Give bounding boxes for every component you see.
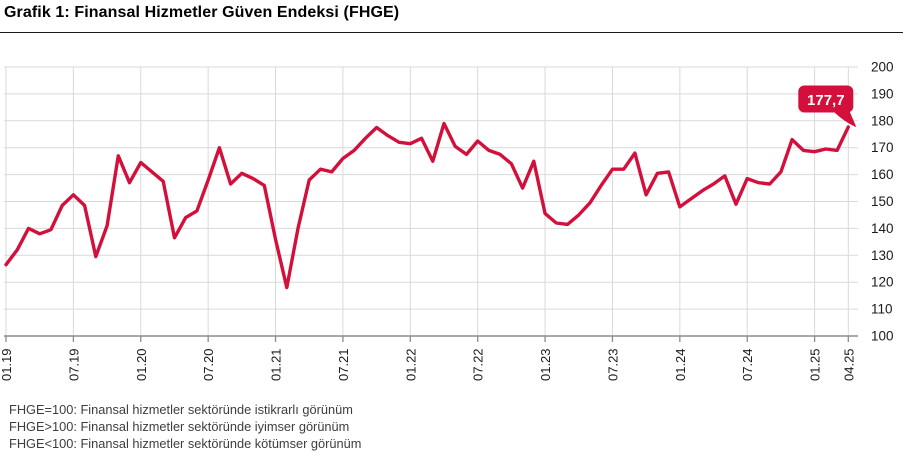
x-axis-tick-label: 07.19 (66, 348, 81, 381)
x-axis-tick-label: 01.23 (538, 348, 553, 381)
x-axis-tick-label: 07.23 (605, 348, 620, 381)
y-axis-tick-label: 130 (871, 248, 894, 263)
chart-title: Grafik 1: Finansal Hizmetler Güven Endek… (4, 4, 400, 21)
x-axis-tick-label: 01.21 (269, 348, 284, 381)
y-axis-tick-label: 100 (871, 329, 894, 344)
footnote-above-100: FHGE>100: Finansal hizmetler sektöründe … (9, 418, 350, 434)
x-axis-tick-label: 07.22 (471, 348, 486, 381)
x-axis-tick-label: 04.25 (841, 348, 856, 381)
x-axis-tick-label: 01.24 (673, 348, 688, 381)
footnote-equal-100: FHGE=100: Finansal hizmetler sektöründe … (9, 402, 353, 417)
x-axis-tick-label: 07.24 (740, 348, 755, 381)
y-axis-tick-label: 140 (871, 221, 894, 236)
y-axis-tick-label: 190 (871, 86, 894, 101)
x-axis-tick-label: 01.25 (808, 348, 823, 381)
y-axis-tick-label: 200 (871, 60, 894, 75)
x-axis-tick-label: 07.20 (201, 348, 216, 381)
y-axis-tick-label: 170 (871, 140, 894, 155)
y-axis-tick-label: 160 (871, 167, 894, 182)
chart-footnotes: FHGE=100: Finansal hizmetler sektöründe … (9, 402, 361, 452)
plot-area: 01.19 07.19 01.20 07.20 01.21 07.21 01.22 07.22… (0, 60, 894, 382)
y-axis-tick-label: 120 (871, 275, 894, 290)
x-axis-tick-label: 01.20 (134, 348, 149, 381)
x-axis-tick-label: 01.19 (0, 348, 14, 381)
callout-value-label: 177,7 (807, 92, 845, 109)
x-axis-tick-label: 07.21 (336, 348, 351, 381)
y-axis-tick-label: 180 (871, 113, 894, 128)
y-axis-tick-label: 110 (871, 302, 893, 317)
y-axis-tick-label: 150 (871, 194, 894, 209)
footnote-below-100: FHGE<100: Finansal hizmetler sektöründe … (9, 435, 362, 451)
callout-box (798, 85, 854, 113)
title-underline (0, 32, 903, 33)
x-axis-tick-label: 01.22 (403, 348, 418, 381)
fhge-series-line (4, 121, 850, 290)
